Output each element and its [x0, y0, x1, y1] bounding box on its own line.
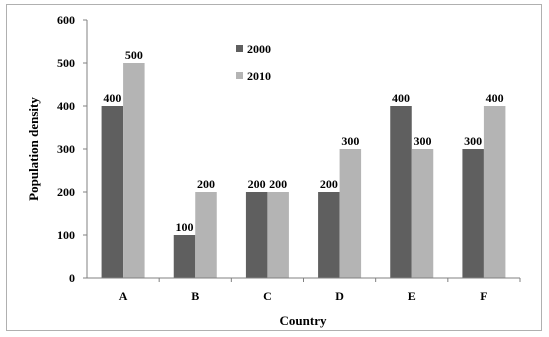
bar-F-2010: [483, 106, 506, 278]
y-tick-label: 600: [57, 13, 75, 27]
data-label-E-2010: 300: [414, 134, 432, 148]
data-label-A-2000: 400: [103, 91, 121, 105]
bars: [101, 63, 506, 278]
x-tick-label-C: C: [263, 289, 272, 303]
y-axis-title: Population density: [26, 97, 41, 201]
y-tick-label: 300: [57, 142, 75, 156]
y-tick-label: 0: [69, 271, 75, 285]
data-label-C-2010: 200: [269, 177, 287, 191]
y-tick-label: 500: [57, 56, 75, 70]
y-tick-label: 400: [57, 99, 75, 113]
bar-A-2010: [123, 63, 145, 278]
bar-D-2000: [318, 192, 340, 278]
legend-label-2000: 2000: [247, 42, 271, 56]
data-label-D-2000: 200: [320, 177, 338, 191]
bar-C-2000: [245, 192, 268, 278]
legend-swatch-2010: [236, 72, 243, 79]
legend-swatch-2000: [236, 45, 243, 52]
data-label-E-2000: 400: [392, 91, 410, 105]
x-tick-label-A: A: [119, 289, 128, 303]
bar-F-2000: [462, 149, 484, 278]
x-tick-label-F: F: [480, 289, 487, 303]
y-tick-label: 200: [57, 185, 75, 199]
bar-C-2010: [267, 192, 289, 278]
data-label-B-2000: 100: [176, 220, 194, 234]
data-label-A-2010: 500: [125, 48, 143, 62]
legend-label-2010: 2010: [247, 69, 271, 83]
y-tick-label: 100: [57, 228, 75, 242]
x-tick-label-B: B: [191, 289, 199, 303]
bar-D-2010: [339, 149, 362, 278]
x-axis-ticks: A B C D E F: [119, 278, 521, 303]
y-axis-ticks: 0 100 200 300 400 500 600: [57, 13, 87, 285]
data-label-F-2000: 300: [464, 134, 482, 148]
data-label-B-2010: 200: [197, 177, 215, 191]
data-label-D-2010: 300: [341, 134, 359, 148]
bar-E-2010: [411, 149, 434, 278]
x-tick-label-D: D: [335, 289, 344, 303]
bar-A-2000: [101, 106, 124, 278]
bar-E-2000: [390, 106, 412, 278]
bar-B-2010: [195, 192, 217, 278]
bar-B-2000: [173, 235, 196, 278]
data-label-F-2010: 400: [486, 91, 504, 105]
x-axis-title: Country: [280, 313, 327, 328]
legend: 2000 2010: [236, 42, 271, 83]
x-tick-label-E: E: [408, 289, 416, 303]
data-label-C-2000: 200: [248, 177, 266, 191]
